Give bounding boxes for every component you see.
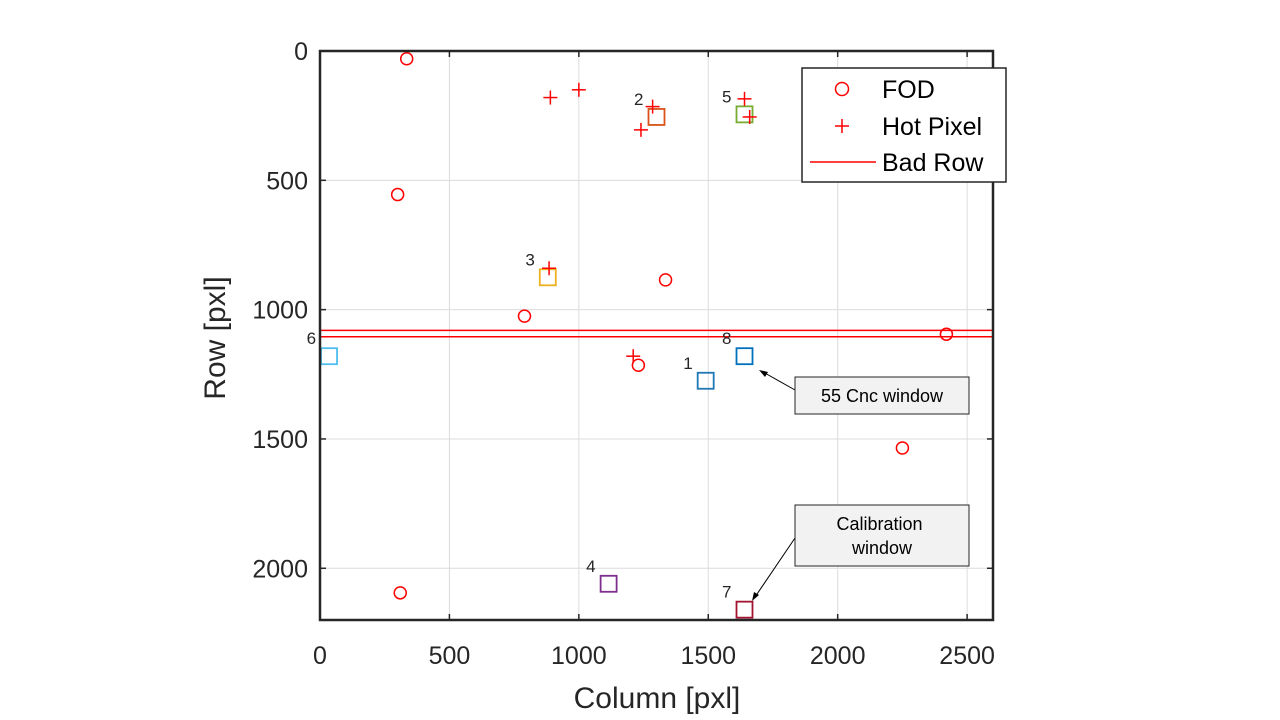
window-layer: 1 2 3 4 5 6 7 8	[307, 87, 754, 619]
callout-55-cnc-arrow	[762, 371, 796, 391]
hot-pixel-point	[645, 99, 660, 114]
hot-pixel-point	[742, 109, 757, 124]
fod-point	[517, 309, 532, 323]
hot-pixel-point	[633, 122, 648, 137]
x-tick-label: 1500	[680, 642, 736, 670]
window-4-label: 4	[586, 557, 595, 576]
window-4-marker	[599, 574, 618, 593]
legend-bad-row-label: Bad Row	[882, 149, 984, 177]
y-axis-label: Row [pxl]	[199, 276, 232, 399]
callout-calibration-text: Calibration window	[836, 514, 927, 558]
fod-point	[393, 586, 407, 600]
window-8-label: 8	[722, 329, 731, 348]
hot-pixel-point	[571, 82, 586, 97]
window-5-label: 5	[722, 87, 731, 106]
callout-calibration-arrowhead	[752, 592, 759, 601]
callout-calibration-window: Calibration window	[752, 504, 970, 601]
callout-55-cnc-box	[794, 376, 970, 415]
y-tick-label: 2000	[252, 555, 308, 583]
x-tick-label: 0	[313, 642, 327, 670]
callout-calibration-line-1: Calibration	[836, 514, 922, 534]
x-tick-label: 2000	[810, 642, 866, 670]
legend-fod-marker	[834, 81, 850, 97]
window-5-marker	[735, 105, 754, 124]
legend-hot-pixel-marker	[835, 119, 849, 133]
fod-layer	[390, 52, 954, 600]
window-3-marker	[538, 268, 557, 287]
hot-pixel-point	[543, 90, 558, 105]
fod-point	[939, 327, 954, 341]
fod-point	[658, 273, 673, 287]
window-1-label: 1	[683, 354, 692, 373]
legend-fod-label: FOD	[882, 76, 935, 104]
bad-row-layer	[320, 329, 993, 338]
callout-55-cnc-window: 55 Cnc window	[759, 370, 970, 415]
legend: FOD Hot Pixel Bad Row	[801, 67, 1007, 183]
window-6-label: 6	[307, 329, 316, 348]
y-tick-label: 0	[294, 38, 308, 66]
x-tick-label: 1000	[551, 642, 607, 670]
tick-layer: 0 500 1000 1500 2000 2500 0 500 1000 1500 2000	[252, 38, 995, 670]
window-2-marker	[647, 108, 666, 126]
legend-hot-pixel-label: Hot Pixel	[882, 113, 982, 141]
hot-pixel-layer	[542, 82, 757, 364]
window-7-marker	[735, 600, 754, 619]
y-tick-label: 1000	[252, 297, 308, 325]
hot-pixel-point	[542, 261, 557, 276]
hot-pixel-point	[737, 91, 752, 106]
x-axis-label: Column [pxl]	[574, 682, 741, 715]
fod-point	[390, 187, 405, 202]
fod-point	[895, 441, 910, 455]
window-3-label: 3	[525, 250, 534, 269]
window-7-label: 7	[722, 583, 731, 602]
y-tick-label: 1500	[252, 426, 308, 454]
window-8-marker	[735, 347, 754, 366]
callout-calibration-arrow	[754, 537, 796, 598]
y-tick-label: 500	[266, 167, 308, 195]
callout-calibration-line-2: window	[851, 538, 913, 558]
callout-55-cnc-text: 55 Cnc window	[821, 386, 944, 406]
window-1-marker	[696, 371, 715, 390]
window-2-label: 2	[634, 90, 643, 109]
plot-frame	[318, 49, 995, 622]
callout-calibration-box	[794, 504, 970, 567]
fod-point	[631, 358, 646, 372]
hot-pixel-point	[626, 349, 641, 364]
x-tick-label: 2500	[939, 642, 995, 670]
fod-point	[399, 52, 414, 66]
x-tick-label: 500	[429, 642, 471, 670]
callout-55-cnc-arrowhead	[759, 370, 768, 377]
